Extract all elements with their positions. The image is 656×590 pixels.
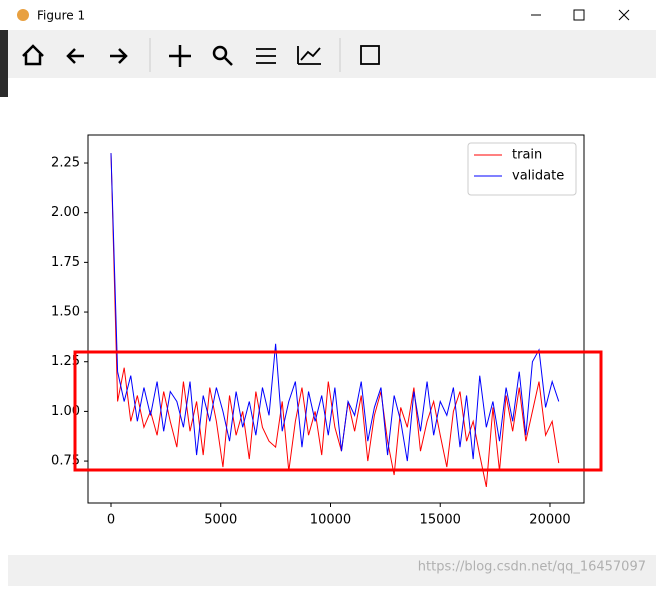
- legend-label: train: [512, 148, 542, 163]
- zoom-handle: [224, 57, 233, 66]
- series-line: [110, 153, 560, 462]
- pan-button[interactable]: [169, 45, 191, 67]
- toolbar: [8, 30, 656, 78]
- y-tick-label: 2.25: [51, 156, 80, 171]
- watermark: https://blog.csdn.net/qq_16457097: [418, 560, 646, 575]
- toolbar-icons: [22, 44, 380, 67]
- x-tick-label: 5000: [204, 513, 237, 528]
- forward-button[interactable]: [110, 48, 128, 64]
- configure-button[interactable]: [256, 48, 276, 64]
- y-tick-label: 1.75: [51, 255, 80, 270]
- x-tick-label: 0: [107, 513, 115, 528]
- plot: 0.75 1.00 1.25 1.50 1.75 2.00 2.25 0 5000 10000 15…: [51, 134, 585, 528]
- app-icon: [17, 9, 29, 21]
- series-line: [110, 153, 560, 488]
- y-tick-label: 1.25: [51, 354, 80, 369]
- zoom-button[interactable]: [212, 45, 228, 61]
- legend-label: validate: [512, 169, 564, 184]
- x-tick-label: 15000: [420, 513, 461, 528]
- title-bar: [0, 0, 656, 30]
- home-button[interactable]: [22, 44, 44, 66]
- legend-box: [467, 142, 577, 196]
- save-button[interactable]: [360, 45, 380, 65]
- highlight-box: [73, 350, 603, 472]
- status-bar: [8, 555, 656, 586]
- background-edge: [0, 30, 8, 97]
- plot-area: [87, 134, 585, 504]
- window-title: Figure 1: [37, 9, 85, 23]
- y-tick-label: 0.75: [51, 454, 80, 469]
- x-tick-label: 10000: [310, 513, 351, 528]
- y-tick-label: 1.00: [51, 404, 80, 419]
- back-button[interactable]: [66, 48, 84, 64]
- y-tick-label: 1.50: [51, 305, 80, 320]
- y-tick-label: 2.00: [51, 205, 80, 220]
- x-tick-label: 20000: [529, 513, 570, 528]
- edit-axes-button[interactable]: [297, 46, 321, 65]
- close-button[interactable]: [618, 9, 630, 21]
- maximize-button[interactable]: [573, 9, 585, 21]
